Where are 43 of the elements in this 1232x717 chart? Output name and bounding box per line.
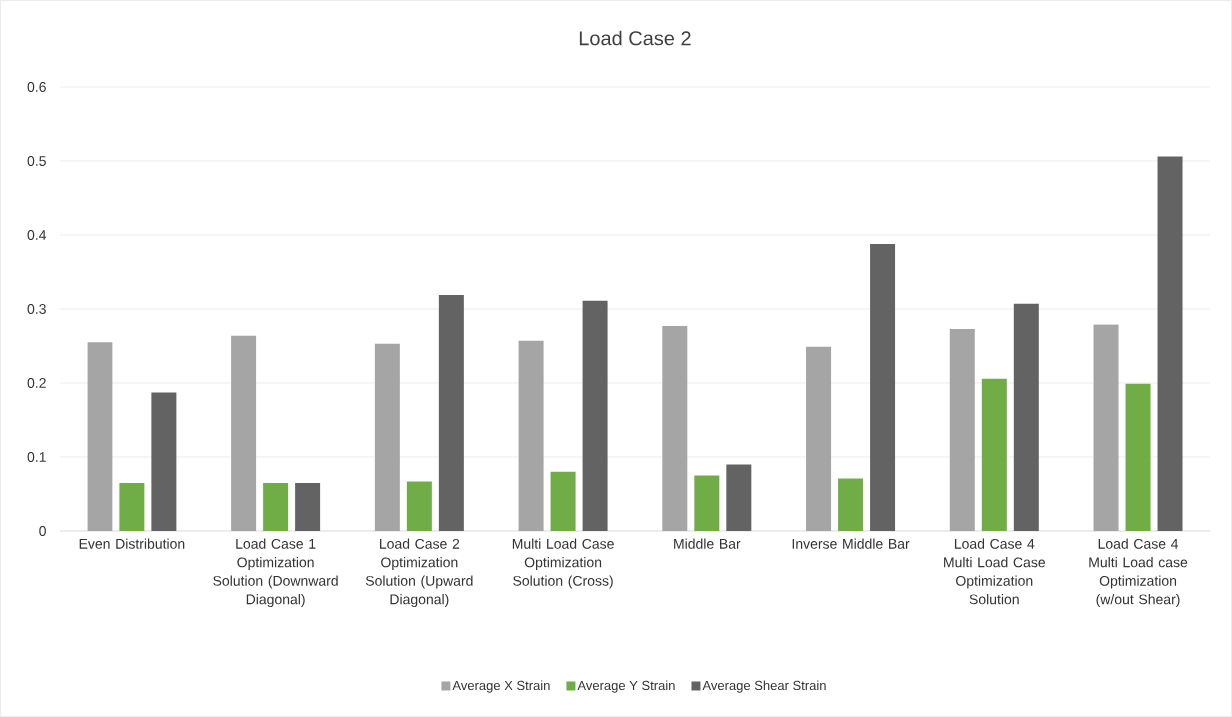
bar [1013, 303, 1039, 531]
bar [231, 335, 257, 531]
x-tick-label: Middle Bar [674, 538, 741, 549]
x-tick-label: Load Case 1 Optimization Solution (Downward Diagonal) [213, 538, 338, 608]
x-tick-label: Load Case 2 Optimization Solution (Upward Diagonal) [365, 538, 473, 608]
bar [1157, 156, 1183, 531]
bar [694, 475, 720, 531]
bar [981, 378, 1007, 531]
x-tick-label: Even Distribution [79, 538, 185, 549]
bar [806, 346, 832, 531]
bar [726, 464, 752, 531]
chart-title: Load Case 2 [579, 30, 691, 46]
bar [87, 342, 113, 531]
y-tick-label: 0.2 [27, 378, 46, 388]
bar [119, 482, 145, 531]
bar [263, 482, 289, 531]
bar [151, 392, 177, 531]
bar [1093, 324, 1119, 531]
x-tick-label: Load Case 4 Multi Load Case Optimization Solution [944, 538, 1046, 605]
y-tick-label: 0.4 [27, 230, 47, 240]
bar [438, 294, 464, 531]
y-tick-label: 0.3 [27, 304, 46, 314]
bar [1125, 383, 1151, 531]
bar [406, 481, 432, 531]
legend-label: Average Shear Strain [702, 680, 826, 693]
y-tick-label: 0.1 [27, 452, 46, 462]
legend-label: Average X Strain [452, 680, 550, 693]
bar [582, 300, 608, 531]
bar [838, 478, 864, 531]
x-tick-label: Load Case 4 Multi Load case Optimization (w/out Shear) [1089, 538, 1188, 608]
legend-label: Average Y Strain [577, 680, 675, 693]
bar [550, 471, 576, 531]
x-tick-label: Inverse Middle Bar [792, 538, 910, 549]
bar [870, 243, 896, 531]
bar [295, 482, 321, 531]
y-tick-label: 0.6 [27, 82, 46, 92]
x-tick-label: Multi Load Case Optimization Solution (Cross) [512, 538, 614, 589]
bar [949, 328, 975, 531]
y-tick-label: 0 [39, 526, 46, 536]
bar [662, 326, 688, 531]
bar [518, 340, 544, 531]
bar [374, 343, 400, 531]
y-tick-label: 0.5 [27, 156, 46, 166]
